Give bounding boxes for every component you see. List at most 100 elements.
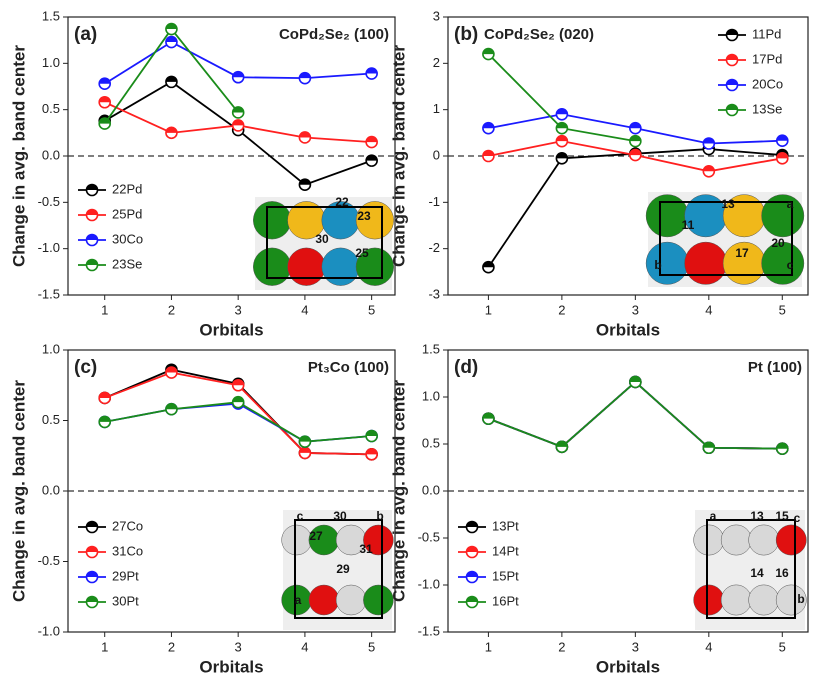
x-tick-label: 5 — [779, 639, 786, 654]
panel: -1.0 -0.5 0.0 0.5 1.0 1 2 3 4 5 Orbitals Change in … — [9, 341, 396, 676]
x-tick-label: 3 — [235, 302, 242, 317]
y-tick-label: 1.0 — [42, 55, 60, 70]
y-tick-label: -1.5 — [418, 623, 440, 638]
legend-marker-half — [86, 184, 98, 190]
atom — [693, 584, 725, 616]
y-tick-label: 0.0 — [42, 482, 60, 497]
inset-label: 14 — [750, 566, 764, 580]
legend-marker-half — [86, 234, 98, 240]
x-tick-label: 3 — [632, 302, 639, 317]
inset-label: 20 — [771, 236, 785, 250]
atom — [775, 584, 807, 616]
structure-inset: 22 23 30 25 — [253, 195, 394, 290]
x-tick-label: 1 — [485, 302, 492, 317]
series-line — [488, 380, 783, 450]
marker-half — [556, 152, 568, 159]
legend-label: 17Pd — [752, 51, 782, 66]
x-tick-label: 2 — [558, 302, 565, 317]
series-line — [488, 380, 783, 450]
legend-label: 16Pt — [492, 593, 519, 608]
marker-half — [703, 165, 715, 172]
atom — [308, 584, 340, 616]
x-axis-label: Orbitals — [596, 657, 660, 676]
y-tick-label: -0.5 — [38, 194, 60, 209]
legend-label: 15Pt — [492, 568, 519, 583]
y-tick-label: -1.5 — [38, 286, 60, 301]
legend-marker-half — [86, 546, 98, 552]
cell-frame — [659, 201, 793, 276]
panel-title: CoPd₂Se₂ (020) — [484, 26, 594, 43]
marker-half — [366, 155, 378, 161]
y-axis-label: Change in avg. band center — [389, 45, 408, 267]
y-tick-label: -1.0 — [38, 623, 60, 638]
atom — [775, 524, 807, 556]
panel-title: Pt₃Co (100) — [308, 359, 389, 376]
legend-label: 22Pd — [112, 181, 142, 196]
legend-marker-half — [466, 546, 478, 552]
legend-label: 13Pt — [492, 518, 519, 533]
marker-half — [99, 416, 111, 422]
x-tick-label: 1 — [485, 639, 492, 654]
marker-half — [776, 443, 788, 449]
y-tick-label: 1.0 — [422, 388, 440, 403]
y-axis-label: Change in avg. band center — [9, 380, 28, 602]
legend-marker-half — [86, 571, 98, 577]
y-tick-label: 0.5 — [422, 435, 440, 450]
y-tick-label: -1 — [428, 194, 440, 209]
legend-marker-half — [726, 79, 738, 85]
x-tick-label: 4 — [301, 302, 308, 317]
panel-label: (d) — [454, 357, 478, 378]
inset-label: 25 — [355, 246, 369, 260]
atom — [253, 247, 292, 286]
legend-label: 31Co — [112, 543, 143, 558]
marker-half — [165, 127, 177, 133]
inset-label: 30 — [333, 509, 347, 523]
x-tick-label: 4 — [705, 302, 712, 317]
legend-label: 11Pd — [752, 26, 781, 41]
atom — [761, 194, 805, 238]
inset-label: 30 — [315, 232, 329, 246]
y-tick-label: 0.0 — [422, 482, 440, 497]
marker-half — [482, 413, 494, 419]
panel-label: (c) — [74, 357, 97, 378]
inset-label: c — [794, 511, 801, 525]
marker-half — [232, 396, 244, 403]
legend-marker-half — [466, 596, 478, 602]
marker-half — [99, 392, 111, 398]
inset-label: 31 — [359, 542, 373, 556]
x-axis-label: Orbitals — [596, 320, 660, 339]
legend-label: 27Co — [112, 518, 143, 533]
cell-frame — [266, 206, 383, 279]
x-tick-label: 4 — [301, 639, 308, 654]
inset-label: 15 — [775, 509, 789, 523]
inset-label: 23 — [357, 209, 371, 223]
inset-label: b — [654, 258, 661, 272]
atom — [748, 584, 780, 616]
atom — [355, 247, 394, 286]
marker-half — [776, 152, 788, 159]
atom — [287, 247, 326, 286]
inset-label: a — [787, 197, 794, 211]
marker-half — [366, 430, 378, 437]
inset-label: 29 — [336, 562, 350, 576]
legend-label: 20Co — [752, 76, 783, 91]
panel-label: (a) — [74, 24, 97, 45]
legend-label: 25Pd — [112, 206, 142, 221]
x-tick-label: 5 — [368, 302, 375, 317]
marker-half — [299, 179, 311, 185]
atom — [720, 524, 752, 556]
y-tick-label: 1.5 — [422, 341, 440, 356]
inset-label: 13 — [721, 197, 735, 211]
inset-label: c — [297, 509, 304, 523]
legend-label: 30Pt — [112, 593, 139, 608]
marker-half — [776, 135, 788, 141]
legend: 13Pt 14Pt 15Pt 16Pt — [458, 518, 519, 608]
marker-half — [703, 442, 715, 448]
y-tick-label: -1.0 — [418, 576, 440, 591]
marker-half — [165, 76, 177, 82]
marker-half — [482, 150, 494, 156]
marker-half — [366, 68, 378, 74]
atom — [720, 584, 752, 616]
inset-label: a — [295, 593, 302, 607]
legend: 11Pd 17Pd 20Co 13Se — [718, 26, 783, 116]
